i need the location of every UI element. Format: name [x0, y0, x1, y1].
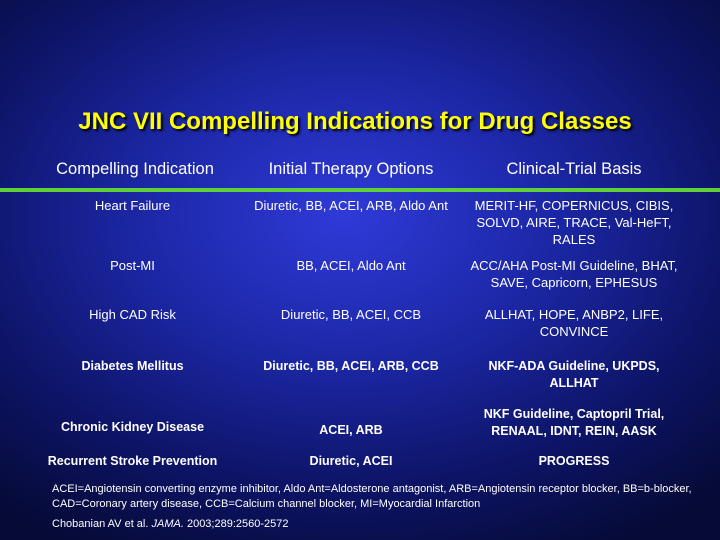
- citation: Chobanian AV et al. JAMA. 2003;289:2560-…: [52, 518, 289, 530]
- therapy-cell: Diuretic, BB, ACEI, ARB, CCB: [263, 359, 439, 373]
- basis-cell: MERIT-HF, COPERNICUS, CIBIS, SOLVD, AIRE…: [474, 198, 674, 247]
- therapy-cell: Diuretic, BB, ACEI, ARB, Aldo Ant: [254, 198, 448, 213]
- therapy-cell: Diuretic, ACEI: [309, 454, 393, 468]
- therapy-cell: BB, ACEI, Aldo Ant: [296, 258, 406, 273]
- basis-cell: ACC/AHA Post-MI Guideline, BHAT, SAVE, C…: [470, 258, 678, 290]
- therapy-cell: Diuretic, BB, ACEI, CCB: [280, 307, 422, 322]
- basis-cell: PROGRESS: [538, 454, 610, 468]
- basis-cell: ALLHAT, HOPE, ANBP2, LIFE, CONVINCE: [484, 307, 664, 339]
- citation-journal: JAMA.: [151, 518, 184, 530]
- indication-cell: Heart Failure: [94, 198, 171, 213]
- header-divider: [0, 188, 720, 192]
- therapy-cell: ACEI, ARB: [319, 423, 383, 437]
- indication-cell: Chronic Kidney Disease: [60, 420, 205, 434]
- header-compelling-indication: Compelling Indication: [56, 160, 214, 178]
- basis-cell: NKF-ADA Guideline, UKPDS, ALLHAT: [488, 359, 660, 390]
- indication-cell: High CAD Risk: [89, 307, 176, 322]
- header-clinical-trial-basis: Clinical-Trial Basis: [506, 160, 642, 178]
- indication-cell: Post-MI: [110, 258, 155, 273]
- abbreviation-footnote: ACEI=Angiotensin converting enzyme inhib…: [52, 483, 692, 510]
- indication-cell: Diabetes Mellitus: [81, 359, 184, 373]
- indication-cell: Recurrent Stroke Prevention: [47, 454, 218, 468]
- header-initial-therapy: Initial Therapy Options: [268, 160, 434, 178]
- slide-title: JNC VII Compelling Indications for Drug …: [78, 108, 632, 135]
- citation-details: 2003;289:2560-2572: [186, 518, 289, 530]
- basis-cell: NKF Guideline, Captopril Trial, RENAAL, …: [483, 407, 665, 438]
- citation-authors: Chobanian AV et al.: [52, 518, 149, 530]
